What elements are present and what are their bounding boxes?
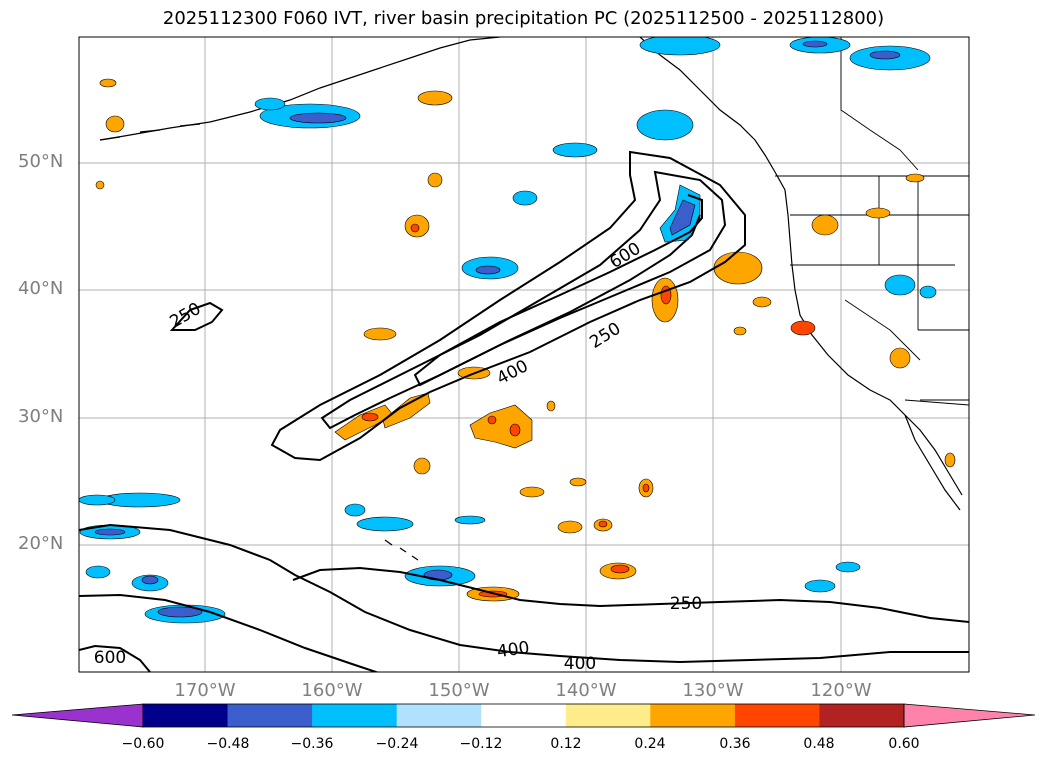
map-plot-area — [79, 37, 969, 672]
colorbar-tick-label: −0.36 — [290, 736, 334, 752]
ivt-400-south2-contour — [292, 566, 969, 623]
colorbar — [11, 703, 1036, 728]
lat-label-40n: 40°N — [18, 278, 64, 299]
colorbar-tick-label: 0.24 — [634, 736, 666, 752]
bc-coast — [774, 171, 793, 266]
colorbar-extend-max — [903, 703, 1036, 728]
colorbar-tick-label: 0.60 — [888, 736, 920, 752]
colorbar-tick-label: −0.60 — [121, 736, 165, 752]
colorbar-segment — [565, 704, 651, 727]
positive-pc-areas — [95, 78, 956, 602]
ivt-400-south-contour — [79, 593, 380, 672]
alaska-canada-border — [840, 37, 919, 171]
alaska-panhandle-coast — [639, 37, 776, 173]
lat-label-20n: 20°N — [18, 533, 64, 554]
colorbar-segment — [143, 704, 229, 727]
contour-label: 400 — [494, 356, 532, 389]
ivt-contours — [79, 150, 969, 672]
lon-label-120w: 120°W — [810, 680, 872, 701]
ivt-250-ar-contour — [270, 150, 746, 462]
lon-label-130w: 130°W — [682, 680, 744, 701]
ivt-250-small-contour — [169, 301, 224, 331]
lon-label-170w: 170°W — [174, 680, 236, 701]
graticule — [79, 37, 969, 672]
us-west-coast — [791, 264, 963, 496]
contour-labels: 600 250 400 250 400 250 400 600 — [94, 239, 702, 674]
mexico-border — [904, 399, 969, 406]
colorbar-tick-label: −0.24 — [375, 736, 419, 752]
contour-label: 400 — [564, 654, 596, 674]
political-borders — [775, 37, 969, 406]
colorbar-outline — [142, 703, 905, 728]
colorbar-tick-label: −0.12 — [459, 736, 503, 752]
contour-label: 250 — [670, 594, 702, 614]
colorbar-segment — [481, 704, 567, 727]
ivt-400-ar-contour — [320, 170, 727, 430]
colorbar-tick-label: 0.36 — [719, 736, 751, 752]
colorbar-segment — [312, 704, 398, 727]
lat-label-50n: 50°N — [18, 151, 64, 172]
contour-label: 400 — [496, 638, 531, 662]
colorbar-segment — [396, 704, 482, 727]
colorbar-segment — [734, 704, 820, 727]
lon-label-150w: 150°W — [428, 680, 490, 701]
colorbar-tick-label: 0.12 — [550, 736, 582, 752]
alaska-coast — [99, 37, 501, 141]
baja-coast — [904, 414, 961, 511]
colorbar-extend-min — [11, 703, 144, 728]
ivt-600-sw-contour — [79, 644, 151, 672]
ivt-250-south-contour — [79, 523, 969, 664]
coastlines — [99, 37, 963, 561]
contour-label: 600 — [606, 239, 644, 273]
lat-label-30n: 30°N — [18, 406, 64, 427]
colorbar-segment — [650, 704, 736, 727]
colorbar-tick-label: 0.48 — [803, 736, 835, 752]
lon-label-140w: 140°W — [555, 680, 617, 701]
aleutian-islands — [99, 123, 201, 141]
colorbar-tick-label: −0.48 — [206, 736, 250, 752]
figure-title: 2025112300 F060 IVT, river basin precipi… — [162, 8, 885, 29]
contour-label: 600 — [94, 648, 126, 668]
hawaii-islands — [384, 539, 419, 561]
negative-pc-areas — [79, 37, 937, 624]
colorbar-segment — [819, 704, 905, 727]
ivt-600-ar-contour — [413, 194, 703, 387]
contour-label: 250 — [586, 319, 624, 353]
plot-frame — [78, 36, 970, 673]
colorbar-segment — [227, 704, 313, 727]
colorbar-segments — [143, 704, 905, 727]
lon-label-160w: 160°W — [301, 680, 363, 701]
